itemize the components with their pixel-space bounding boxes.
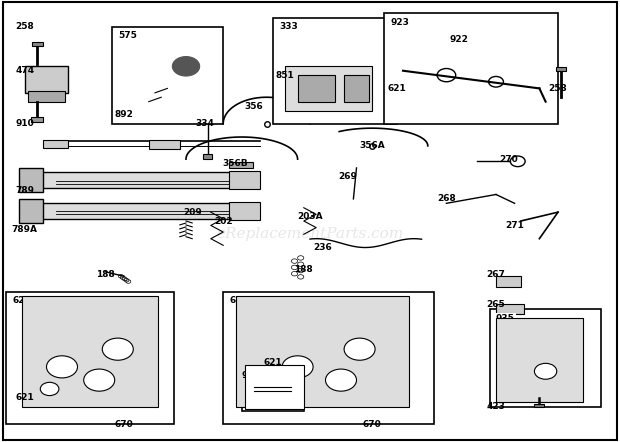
Text: 621: 621 xyxy=(388,84,406,93)
Text: 265: 265 xyxy=(487,301,505,309)
Text: 356A: 356A xyxy=(359,141,385,150)
Text: 270: 270 xyxy=(499,155,518,164)
Text: 670: 670 xyxy=(115,420,133,429)
Text: 258: 258 xyxy=(16,22,34,31)
Text: 356B: 356B xyxy=(223,159,249,168)
Text: 621: 621 xyxy=(264,358,282,367)
Text: 423: 423 xyxy=(487,402,505,411)
Text: 922: 922 xyxy=(450,35,468,44)
Text: 621: 621 xyxy=(16,393,34,402)
Bar xyxy=(223,292,434,424)
Bar xyxy=(6,292,174,424)
Bar xyxy=(344,75,369,102)
Text: 269: 269 xyxy=(338,172,356,181)
Bar xyxy=(298,75,335,102)
Text: 935: 935 xyxy=(496,314,515,323)
Bar xyxy=(242,362,304,411)
Bar xyxy=(273,18,397,124)
Text: 188: 188 xyxy=(294,265,313,274)
Bar xyxy=(31,172,254,188)
Text: 267: 267 xyxy=(487,270,505,278)
Bar xyxy=(28,91,65,102)
Bar xyxy=(229,162,253,168)
Bar xyxy=(236,296,409,407)
Text: 789A: 789A xyxy=(12,225,38,234)
Circle shape xyxy=(84,369,115,391)
Text: 575: 575 xyxy=(118,31,136,40)
Bar xyxy=(32,42,43,46)
Bar xyxy=(43,140,68,148)
Text: eReplacementParts.com: eReplacementParts.com xyxy=(216,227,404,241)
Circle shape xyxy=(344,338,375,360)
Circle shape xyxy=(40,382,59,396)
Circle shape xyxy=(534,363,557,379)
Text: 236: 236 xyxy=(313,243,332,252)
Circle shape xyxy=(172,57,200,76)
Text: 188: 188 xyxy=(96,270,115,278)
Text: 98: 98 xyxy=(242,371,254,380)
Text: 670: 670 xyxy=(363,420,381,429)
Bar xyxy=(285,66,372,110)
Bar xyxy=(25,66,68,93)
Text: 209: 209 xyxy=(183,208,202,217)
Bar xyxy=(556,67,566,71)
Bar xyxy=(534,404,544,407)
Bar xyxy=(19,168,43,192)
Bar xyxy=(31,203,254,219)
Bar xyxy=(496,318,583,402)
Bar xyxy=(19,199,43,223)
Text: 789: 789 xyxy=(16,186,34,194)
Text: 271: 271 xyxy=(505,221,524,230)
Bar xyxy=(112,27,223,124)
Text: 620: 620 xyxy=(12,296,31,305)
Bar xyxy=(149,140,180,149)
Text: 910: 910 xyxy=(16,119,34,128)
Text: 258: 258 xyxy=(549,84,567,93)
Text: 202: 202 xyxy=(214,217,232,225)
Text: 98: 98 xyxy=(248,367,260,376)
Text: 268: 268 xyxy=(437,194,456,203)
Text: 203A: 203A xyxy=(297,212,323,221)
Bar xyxy=(22,296,158,407)
Text: 620A: 620A xyxy=(229,296,255,305)
Text: 923: 923 xyxy=(391,18,409,27)
Text: 333: 333 xyxy=(279,22,298,31)
Bar xyxy=(496,276,521,287)
Bar xyxy=(229,171,260,189)
Text: 474: 474 xyxy=(16,66,34,75)
Circle shape xyxy=(282,356,313,378)
Bar xyxy=(229,202,260,220)
Text: 334: 334 xyxy=(195,119,214,128)
Bar xyxy=(31,117,43,122)
Text: 892: 892 xyxy=(115,110,133,119)
Text: 851: 851 xyxy=(276,71,294,80)
Text: 356: 356 xyxy=(245,102,264,110)
Bar xyxy=(496,304,524,314)
Bar xyxy=(245,365,304,409)
Circle shape xyxy=(326,369,356,391)
Bar xyxy=(203,154,212,159)
Circle shape xyxy=(102,338,133,360)
Bar xyxy=(490,309,601,407)
Circle shape xyxy=(46,356,78,378)
Bar xyxy=(384,13,558,124)
